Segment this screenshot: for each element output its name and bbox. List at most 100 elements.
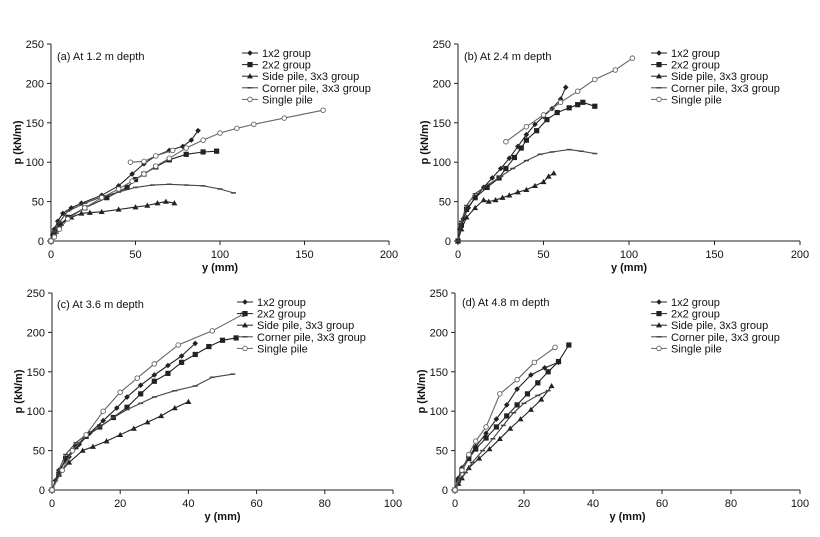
data-point [486, 446, 493, 452]
data-point [206, 343, 212, 350]
data-point [503, 402, 510, 408]
legend-item: Side pile, 3x3 group [242, 71, 359, 83]
data-point [124, 394, 130, 400]
legend-item: Single pile [237, 343, 308, 355]
x-tick-label: 80 [319, 498, 331, 510]
y-tick-label: 50 [33, 446, 45, 458]
data-point [141, 158, 147, 165]
x-axis-title: y (mm) [609, 511, 645, 523]
data-point [134, 375, 140, 381]
data-point [192, 351, 198, 358]
data-point [492, 197, 499, 203]
data-point [141, 171, 147, 177]
data-point [503, 138, 509, 145]
data-point [151, 361, 158, 367]
data-point [100, 408, 106, 414]
x-tick-label: 0 [48, 249, 54, 261]
y-tick-label: 250 [26, 39, 44, 51]
data-point [151, 372, 158, 378]
data-point [83, 432, 89, 438]
legend-label: Corner pile, 3x3 group [262, 83, 371, 95]
data-point [592, 76, 598, 83]
panel-title: (a) At 1.2 m depth [57, 51, 144, 63]
data-point [544, 117, 550, 123]
data-point [483, 435, 489, 441]
x-tick-label: 0 [49, 498, 55, 510]
data-point [129, 178, 135, 184]
data-point [574, 88, 581, 95]
x-tick-label: 100 [384, 498, 402, 510]
data-point [566, 342, 572, 348]
data-point [153, 163, 159, 169]
legend-item: Corner pile, 3x3 group [651, 83, 780, 95]
legend-label: Side pile, 3x3 group [671, 320, 768, 332]
data-point [485, 198, 492, 204]
y-tick-label: 100 [27, 406, 45, 418]
data-point [281, 115, 287, 121]
data-point [656, 345, 662, 352]
data-point [65, 216, 71, 222]
y-axis-title: p (kN/m) [13, 369, 25, 413]
data-point [499, 194, 506, 200]
data-point [552, 344, 558, 351]
legend-item: Corner pile, 3x3 group [242, 83, 371, 95]
data-point [562, 84, 569, 91]
panel-c: (c) At 3.6 m depth 0 20 40 60 80 100 0 50 100 150… [13, 288, 402, 523]
data-point [656, 62, 662, 68]
data-point [137, 382, 144, 388]
data-point [69, 447, 76, 454]
legend-label: Side pile, 3x3 group [257, 320, 354, 332]
y-tick-label: 100 [433, 157, 451, 169]
data-point [247, 73, 253, 79]
data-point [113, 405, 120, 411]
data-point [144, 419, 151, 425]
panel-b: (b) At 2.4 m depth 0 50 100 150 200 0 50 100 150… [419, 39, 809, 274]
x-axis-title: y (mm) [611, 262, 647, 274]
data-point [200, 137, 206, 143]
data-point [514, 376, 520, 383]
legend-label: 1x2 group [671, 297, 720, 309]
legend-item: 2x2 group [651, 60, 720, 72]
series-single-pile [452, 344, 558, 493]
data-point [517, 416, 524, 422]
data-point [550, 170, 557, 176]
y-tick-label: 50 [439, 197, 451, 209]
legend-label: 2x2 group [671, 60, 720, 72]
data-point [56, 226, 63, 232]
data-point [165, 362, 171, 369]
data-point [127, 159, 134, 165]
data-point [144, 202, 151, 208]
data-point [629, 55, 636, 61]
data-point [466, 451, 472, 458]
legend-item: 2x2 group [651, 309, 720, 321]
y-tick-label: 50 [32, 197, 44, 209]
data-point [200, 149, 206, 155]
y-tick-label: 150 [433, 118, 451, 130]
data-point [132, 204, 139, 210]
data-point [154, 200, 161, 206]
data-point [476, 455, 483, 461]
series-single-pile [503, 55, 636, 145]
panel-title: (d) At 4.8 m depth [462, 297, 549, 309]
y-tick-label: 250 [433, 39, 451, 51]
data-point [117, 431, 124, 438]
panel-d: (d) At 4.8 m depth 0 20 40 60 80 100 0 50 100 150… [416, 288, 809, 523]
data-point [153, 153, 159, 159]
data-point [178, 353, 185, 359]
data-point [493, 416, 500, 422]
data-point [580, 99, 586, 105]
data-point [506, 155, 513, 162]
data-point [183, 151, 189, 157]
x-tick-label: 0 [455, 249, 461, 261]
data-point [483, 430, 489, 437]
legend-label: 2x2 group [257, 309, 306, 321]
data-point [612, 67, 619, 73]
data-point [531, 182, 538, 189]
data-point [656, 299, 662, 305]
data-point [523, 186, 530, 192]
panel-a: (a) At 1.2 m depth 0 50 100 150 200 0 50 100 150… [12, 39, 398, 274]
y-tick-label: 200 [433, 78, 451, 90]
y-tick-label: 200 [27, 327, 45, 339]
y-axis-title: p (kN/m) [416, 369, 428, 413]
